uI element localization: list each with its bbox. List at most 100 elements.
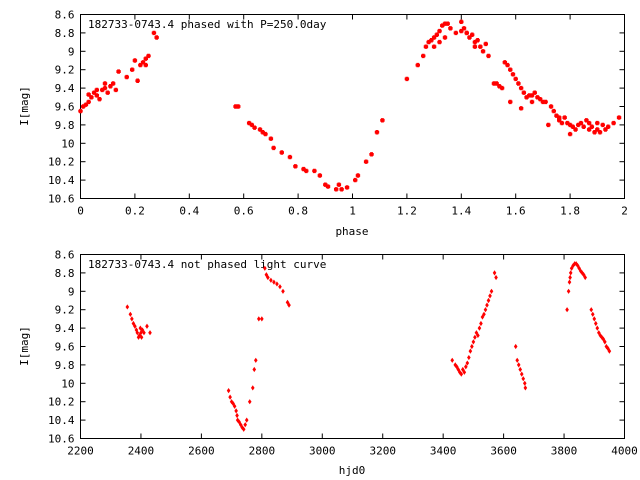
data-point: [437, 28, 442, 34]
x-tick-label: 2600: [188, 445, 215, 458]
data-point: [138, 325, 143, 331]
x-tick-label: 3000: [309, 445, 336, 458]
data-point: [479, 320, 483, 327]
data-point: [600, 122, 605, 128]
data-point: [143, 62, 148, 68]
data-point: [116, 69, 121, 74]
y-tick-label: 10: [61, 377, 74, 390]
x-tick-label: 2400: [128, 445, 155, 458]
data-point: [113, 87, 119, 93]
data-points: [78, 19, 622, 192]
x-tick-label: 3600: [490, 445, 517, 458]
data-point: [243, 422, 248, 428]
data-point: [459, 371, 464, 377]
unphased-light-curve-panel: 182733-0743.4 not phased light curve hjd…: [18, 249, 638, 478]
data-point: [519, 371, 524, 377]
data-point: [592, 130, 597, 135]
data-point: [477, 325, 482, 331]
x-tick-label: 1.4: [451, 205, 471, 218]
data-point: [78, 108, 83, 114]
data-point: [450, 357, 455, 363]
data-point: [252, 125, 257, 130]
data-point: [462, 369, 467, 375]
y-tick-label: 9.6: [55, 101, 75, 114]
y-axis-label: I[mag]: [18, 326, 31, 366]
data-point: [482, 311, 486, 317]
data-point: [266, 274, 270, 281]
data-point: [86, 92, 91, 97]
data-point: [518, 366, 523, 373]
data-point: [546, 122, 551, 128]
data-point: [142, 330, 146, 336]
y-tick-label: 10: [61, 137, 74, 150]
phased-light-curve-panel: 182733-0743.4 phased with P=250.0day pha…: [18, 9, 628, 239]
x-tick-label: 2200: [67, 445, 94, 458]
data-point: [304, 168, 309, 174]
data-point: [130, 316, 134, 322]
y-tick-label: 8.6: [55, 249, 75, 262]
data-point: [570, 124, 576, 129]
x-tick-label: 1.8: [560, 205, 580, 218]
data-point: [595, 127, 600, 132]
data-point: [133, 323, 137, 329]
data-point: [124, 74, 129, 80]
data-point: [516, 362, 521, 368]
data-point: [590, 311, 595, 317]
data-point: [597, 130, 603, 135]
data-point: [263, 131, 268, 137]
data-point: [565, 307, 569, 313]
data-point: [250, 385, 255, 391]
y-tick-label: 10.2: [48, 156, 75, 169]
data-point: [272, 279, 276, 285]
data-point: [241, 426, 246, 432]
data-point: [423, 44, 429, 49]
data-point: [513, 76, 518, 82]
data-point: [151, 30, 157, 36]
y-tick-label: 9.4: [55, 82, 75, 95]
data-point: [523, 385, 528, 391]
data-point: [551, 108, 556, 114]
data-point: [287, 302, 291, 308]
data-point: [470, 343, 474, 350]
data-point: [108, 84, 113, 89]
data-point: [583, 274, 588, 281]
data-point: [97, 96, 102, 102]
data-point: [421, 53, 426, 59]
data-point: [483, 307, 488, 313]
data-point: [459, 28, 464, 34]
data-point: [483, 41, 488, 47]
data-point: [453, 30, 459, 36]
y-tick-label: 10.4: [48, 174, 75, 187]
data-point: [135, 78, 140, 83]
data-point: [457, 369, 462, 375]
x-tick-label: 0.8: [288, 205, 308, 218]
data-point: [465, 360, 470, 366]
y-tick-label: 10.2: [48, 396, 75, 409]
data-point: [431, 44, 437, 49]
data-point: [513, 343, 518, 350]
data-point: [293, 164, 298, 169]
data-point: [252, 366, 257, 373]
data-point: [586, 127, 592, 132]
data-point: [593, 320, 598, 327]
data-point: [125, 304, 130, 310]
data-point: [468, 348, 473, 354]
data-point: [474, 330, 479, 336]
data-point: [508, 99, 513, 105]
data-point: [445, 21, 450, 26]
data-point: [238, 422, 243, 428]
data-point: [471, 339, 476, 345]
data-point: [139, 334, 144, 340]
data-point: [494, 274, 498, 281]
data-point: [459, 19, 464, 25]
data-point: [559, 120, 565, 126]
data-point: [521, 90, 527, 95]
y-axis-label: I[mag]: [18, 86, 31, 126]
data-point: [600, 334, 604, 340]
data-point: [581, 124, 586, 129]
data-point: [475, 38, 480, 43]
data-point: [429, 38, 434, 43]
data-point: [473, 334, 477, 340]
data-point: [247, 399, 252, 405]
data-point: [236, 104, 241, 109]
